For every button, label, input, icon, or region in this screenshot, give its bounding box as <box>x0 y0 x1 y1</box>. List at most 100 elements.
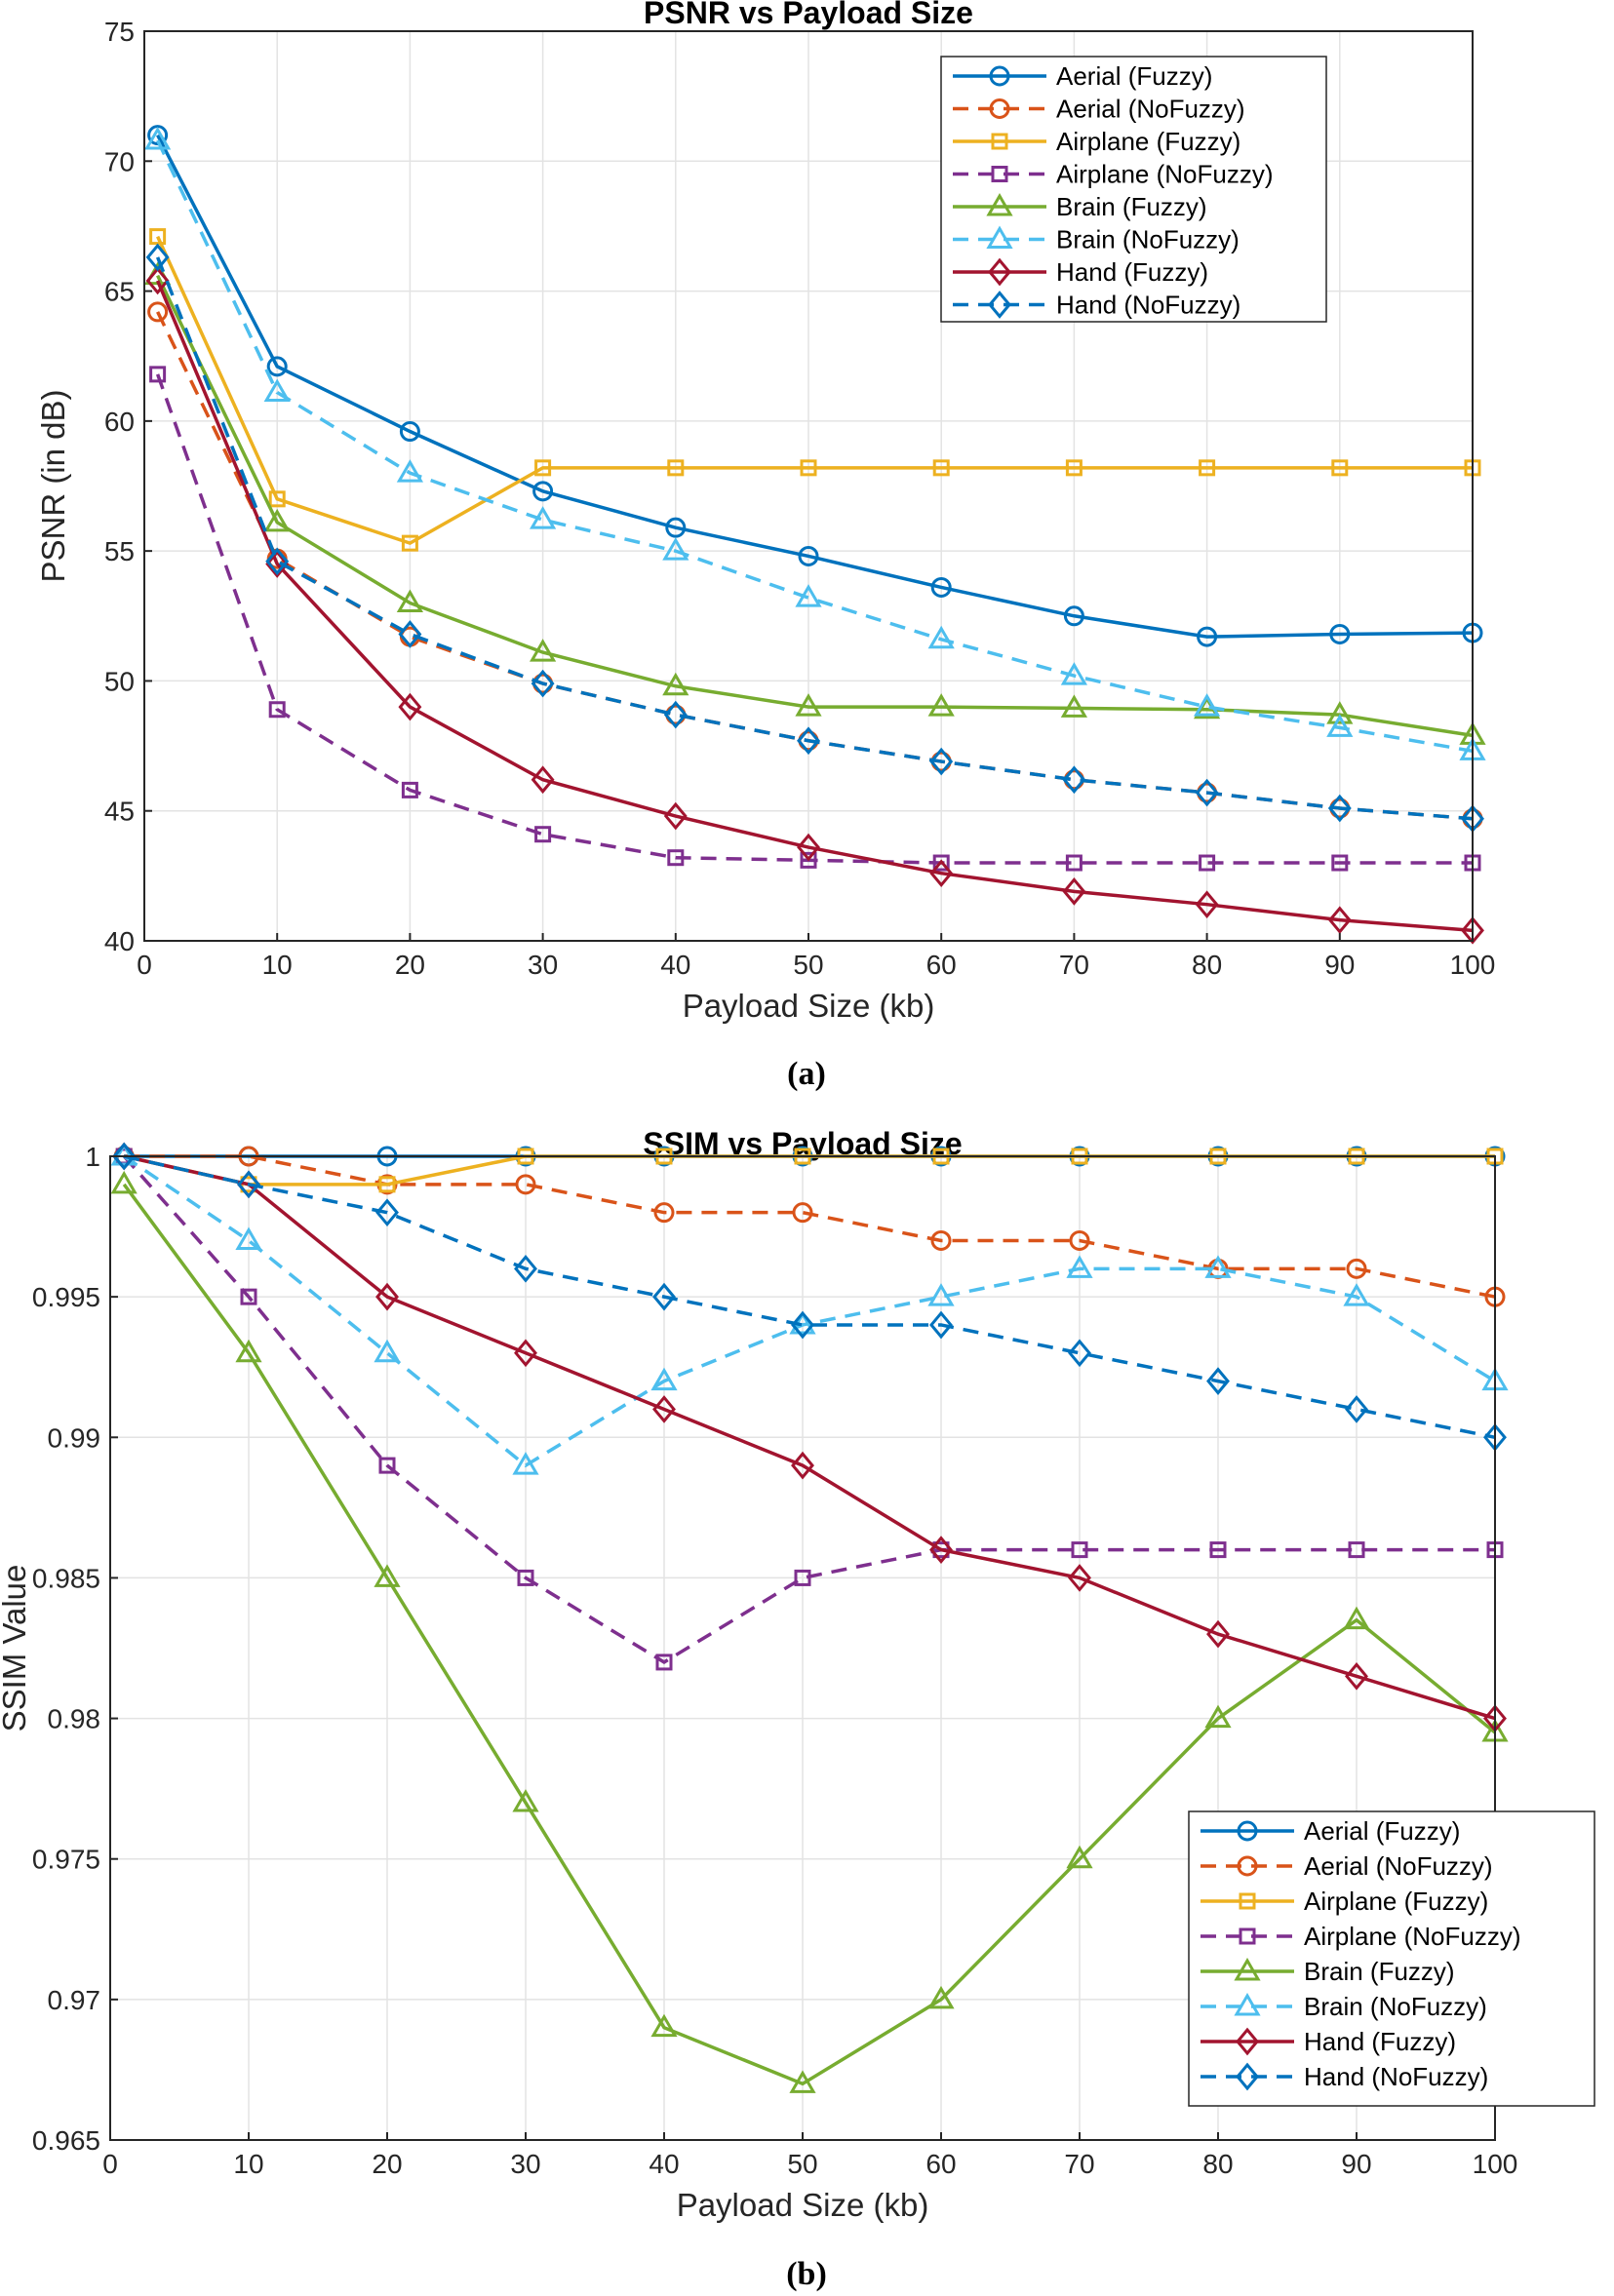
data-point <box>375 1282 399 1311</box>
data-point <box>1348 1541 1365 1559</box>
data-point <box>265 547 290 576</box>
y-axis-label: PSNR (in dB) <box>35 389 71 582</box>
data-point <box>1060 662 1088 685</box>
data-point <box>1069 1229 1090 1251</box>
data-point <box>795 584 822 607</box>
data-point <box>263 508 291 532</box>
x-tick-label: 10 <box>262 950 293 980</box>
data-point <box>665 517 687 538</box>
legend-swatch-marker <box>1237 1820 1258 1842</box>
series-line <box>122 1183 1497 2086</box>
data-point <box>800 459 817 477</box>
data-point <box>652 1282 676 1311</box>
data-point <box>791 1310 814 1340</box>
data-point <box>797 726 820 756</box>
legend-swatch-marker <box>989 65 1010 87</box>
data-point <box>662 537 689 561</box>
data-point <box>112 1142 137 1171</box>
legend-swatch-marker <box>986 225 1013 249</box>
data-point <box>1060 694 1088 718</box>
data-point <box>650 1367 678 1391</box>
tick-labels: 0 10 20 30 40 50 60 70 80 90 100 0.965 0.97 0.975 0.98… <box>32 1142 1517 2179</box>
legend-label: Hand (NoFuzzy) <box>1056 291 1240 320</box>
data-point <box>1327 906 1352 935</box>
legend-label: Airplane (Fuzzy) <box>1304 1887 1488 1916</box>
data-point <box>374 1564 401 1587</box>
data-point <box>1326 714 1354 737</box>
x-axis-label: Payload Size (kb) <box>677 2187 929 2223</box>
data-point <box>534 826 552 843</box>
data-point <box>927 625 955 649</box>
legend-label: Aerial (Fuzzy) <box>1056 61 1212 91</box>
data-point <box>531 765 555 795</box>
series-line <box>155 256 1474 821</box>
data-point <box>534 459 552 477</box>
ssim-chart: SSIM vs Payload Size Payload Size (kb) S… <box>0 1126 1595 2292</box>
data-point <box>512 1452 539 1475</box>
data-point <box>929 859 954 888</box>
data-point <box>398 692 422 721</box>
data-point <box>929 1310 953 1340</box>
x-tick-label: 0 <box>137 950 152 980</box>
legend-label: Airplane (Fuzzy) <box>1056 127 1240 156</box>
y-tick-label: 65 <box>104 277 135 307</box>
series-line <box>123 1154 1496 1440</box>
legend-label: Brain (Fuzzy) <box>1304 1957 1455 1986</box>
data-point <box>1343 1283 1370 1306</box>
data-point <box>396 459 424 483</box>
legend: Aerial (Fuzzy) Aerial (NoFuzzy) Airplane (… <box>1188 1810 1595 2107</box>
x-tick-label: 30 <box>528 950 558 980</box>
legend-swatch-marker <box>991 166 1008 182</box>
data-point <box>1343 1606 1370 1630</box>
data-point <box>378 1176 396 1193</box>
legend-label: Airplane (NoFuzzy) <box>1056 160 1274 189</box>
data-point <box>531 669 555 698</box>
legend-label: Aerial (NoFuzzy) <box>1056 95 1245 124</box>
data-point <box>662 672 689 696</box>
data-point <box>1195 890 1219 919</box>
data-point <box>110 1170 138 1194</box>
data-point <box>514 1254 537 1283</box>
chart-title: PSNR vs Payload Size <box>644 0 973 30</box>
data-point <box>398 620 422 648</box>
x-tick-label: 60 <box>925 2149 956 2179</box>
legend-swatch-marker <box>1237 1855 1258 1877</box>
x-axis-label: Payload Size (kb) <box>683 988 935 1024</box>
data-point <box>932 459 950 477</box>
data-point <box>1199 854 1216 872</box>
data-point <box>1071 1541 1088 1559</box>
data-point <box>795 693 822 717</box>
data-point <box>375 1198 399 1227</box>
data-point <box>929 1536 953 1564</box>
data-point <box>927 1985 955 2009</box>
legend-swatch-marker <box>1239 1927 1256 1945</box>
data-point <box>401 534 418 552</box>
x-tick-label: 90 <box>1324 950 1355 980</box>
data-point <box>1345 1395 1368 1423</box>
data-point <box>1068 1564 1091 1592</box>
data-point <box>655 1654 673 1671</box>
data-point <box>514 1339 537 1368</box>
data-point <box>1063 605 1084 627</box>
data-point <box>517 1569 534 1586</box>
y-tick-label: 75 <box>104 17 135 47</box>
data-point <box>791 1451 814 1480</box>
data-point <box>532 481 554 502</box>
series-group <box>144 125 1486 945</box>
legend-swatch-marker <box>986 193 1013 216</box>
y-tick-label: 70 <box>104 146 135 176</box>
x-tick-label: 90 <box>1341 2149 1371 2179</box>
data-point <box>378 1457 396 1474</box>
data-point <box>652 1395 676 1423</box>
data-point <box>929 747 954 776</box>
data-point <box>145 266 170 295</box>
series-line <box>123 1154 1496 1468</box>
x-tick-label: 60 <box>926 950 957 980</box>
data-point <box>145 243 170 272</box>
x-tick-label: 10 <box>233 2149 263 2179</box>
data-point <box>798 545 819 566</box>
data-point <box>932 854 950 872</box>
data-point <box>1204 1704 1232 1729</box>
data-point <box>1331 854 1349 872</box>
